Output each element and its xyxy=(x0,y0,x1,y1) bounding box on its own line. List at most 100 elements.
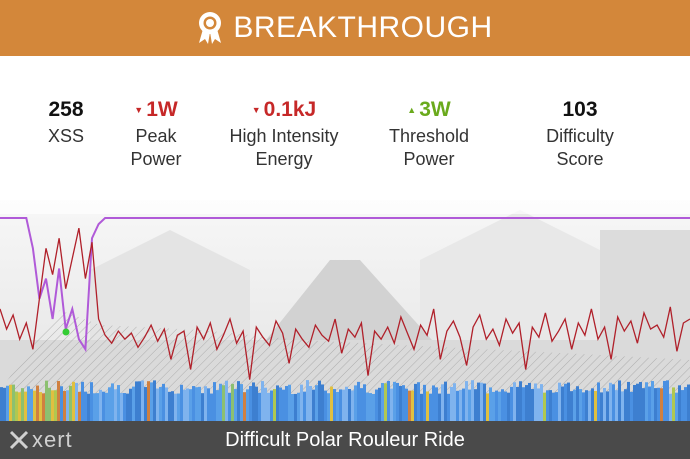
interval-bar xyxy=(45,380,48,424)
interval-bar xyxy=(138,381,141,424)
interval-bar xyxy=(348,388,351,424)
interval-bar xyxy=(141,380,144,424)
interval-bar xyxy=(69,385,72,424)
interval-bar xyxy=(393,381,396,424)
trend-down-icon: ▼ xyxy=(134,104,144,115)
ride-chart xyxy=(0,217,690,424)
interval-bar xyxy=(186,388,189,424)
interval-bar xyxy=(339,389,342,424)
interval-bar xyxy=(402,385,405,424)
interval-bar xyxy=(519,381,522,424)
stat-label: Difficulty Score xyxy=(546,126,614,169)
stat-xss: 258 XSS xyxy=(48,96,84,148)
interval-bar xyxy=(150,382,153,424)
interval-bar xyxy=(423,384,426,424)
interval-bar xyxy=(174,393,177,424)
interval-bar xyxy=(624,389,627,424)
interval-bar xyxy=(66,390,69,424)
stat-value: 0.1kJ xyxy=(263,98,317,121)
interval-bar xyxy=(492,391,495,424)
interval-bar xyxy=(522,387,525,424)
interval-bar xyxy=(675,392,678,424)
stat-difficulty-score: 103 Difficulty Score xyxy=(525,96,635,171)
interval-bar xyxy=(237,381,240,424)
interval-bar xyxy=(483,383,486,424)
interval-bar xyxy=(282,389,285,424)
interval-bar xyxy=(171,391,174,424)
interval-bar xyxy=(198,386,201,424)
interval-bar xyxy=(312,389,315,424)
stat-label: Peak Power xyxy=(130,126,182,169)
interval-bar xyxy=(543,392,546,424)
interval-bar xyxy=(21,388,24,424)
interval-bar xyxy=(33,390,36,424)
interval-bar xyxy=(3,387,6,424)
interval-bar xyxy=(249,386,252,424)
interval-bar xyxy=(336,391,339,424)
interval-bar xyxy=(375,389,378,424)
interval-bar xyxy=(549,390,552,424)
interval-bar xyxy=(429,393,432,424)
interval-bar xyxy=(24,391,27,424)
interval-bar xyxy=(438,393,441,424)
interval-bar xyxy=(570,391,573,424)
interval-bar xyxy=(384,383,387,424)
interval-bar xyxy=(357,381,360,424)
interval-bar xyxy=(153,380,156,424)
interval-bar xyxy=(564,383,567,424)
interval-bar xyxy=(315,385,318,424)
interval-bar xyxy=(489,387,492,424)
interval-bar xyxy=(72,381,75,424)
interval-bar xyxy=(261,381,264,424)
interval-bar xyxy=(231,383,234,424)
interval-bar xyxy=(669,393,672,424)
interval-bar xyxy=(258,392,261,424)
stat-peak-power: ▼ 1W Peak Power xyxy=(130,96,181,171)
interval-bar xyxy=(234,389,237,424)
interval-bar xyxy=(456,390,459,424)
interval-bar xyxy=(219,383,222,424)
interval-bar xyxy=(60,386,63,424)
interval-bar xyxy=(657,387,660,424)
interval-bar xyxy=(264,387,267,424)
interval-bar xyxy=(525,385,528,424)
interval-bar xyxy=(270,390,273,424)
interval-bar xyxy=(573,389,576,424)
interval-bar xyxy=(612,384,615,424)
trend-up-icon: ▲ xyxy=(407,104,417,115)
stat-value: 258 xyxy=(48,98,84,121)
interval-bar xyxy=(246,389,249,424)
interval-bar xyxy=(666,380,669,424)
interval-bar xyxy=(213,382,216,424)
interval-bar xyxy=(609,382,612,424)
interval-bar xyxy=(129,388,132,424)
interval-bar xyxy=(165,387,168,424)
interval-bar xyxy=(381,382,384,424)
interval-bar xyxy=(495,390,498,424)
interval-bar xyxy=(135,381,138,424)
interval-bar xyxy=(345,386,348,424)
interval-bar xyxy=(126,393,129,424)
interval-bar xyxy=(108,387,111,424)
interval-bar xyxy=(195,387,198,424)
interval-bar xyxy=(372,393,375,424)
interval-bar xyxy=(432,385,435,424)
interval-bar xyxy=(321,384,324,424)
interval-bar xyxy=(189,389,192,424)
interval-bar xyxy=(618,380,621,424)
interval-bar xyxy=(594,390,597,424)
interval-bar xyxy=(99,389,102,424)
interval-bar xyxy=(537,388,540,424)
interval-bar xyxy=(486,393,489,424)
interval-bar xyxy=(672,387,675,424)
stat-label: Threshold Power xyxy=(388,126,470,169)
interval-bar xyxy=(276,385,279,424)
stat-value: 103 xyxy=(562,98,598,121)
interval-bar xyxy=(615,390,618,424)
interval-bar xyxy=(513,382,516,424)
interval-bar xyxy=(216,390,219,424)
interval-bar xyxy=(396,382,399,424)
interval-bar xyxy=(459,389,462,424)
interval-bar xyxy=(516,386,519,424)
interval-bar xyxy=(453,383,456,424)
